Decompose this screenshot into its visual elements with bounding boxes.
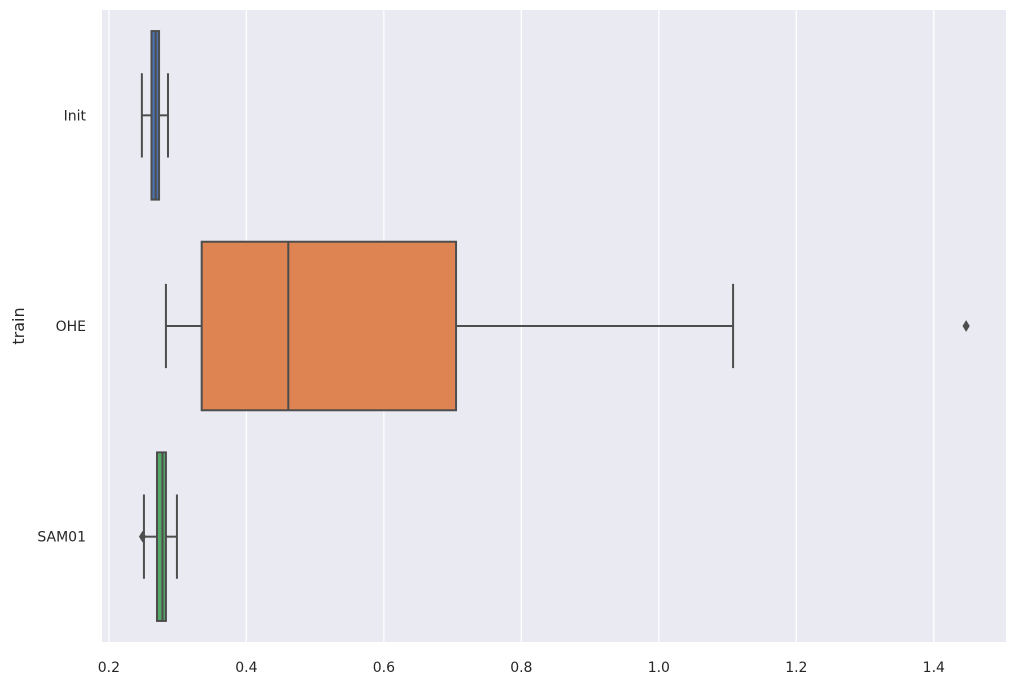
box-sam01 [138, 451, 178, 622]
y-tick-label: OHE [56, 319, 86, 335]
box-ohe [164, 240, 970, 412]
outlier-point [962, 320, 970, 332]
x-tick-label: 0.2 [98, 660, 120, 676]
x-tick-label: 0.8 [510, 660, 532, 676]
x-tick-label: 1.4 [923, 660, 945, 676]
y-axis-label: train [9, 307, 28, 344]
y-tick-labels: Init OHE SAM01 [37, 108, 86, 545]
x-tick-label: 1.2 [785, 660, 807, 676]
x-tick-labels: 0.2 0.4 0.6 0.8 1.0 1.2 1.4 [98, 660, 945, 676]
box-init [140, 30, 169, 201]
outlier-point [138, 530, 147, 543]
y-tick-label: Init [64, 108, 87, 124]
x-tick-label: 0.4 [235, 660, 257, 676]
x-tick-label: 0.6 [373, 660, 395, 676]
y-tick-label: SAM01 [37, 530, 86, 546]
box-iqr [200, 240, 458, 412]
boxes [138, 30, 970, 622]
box-iqr [155, 451, 167, 622]
x-tick-label: 1.0 [648, 660, 670, 676]
